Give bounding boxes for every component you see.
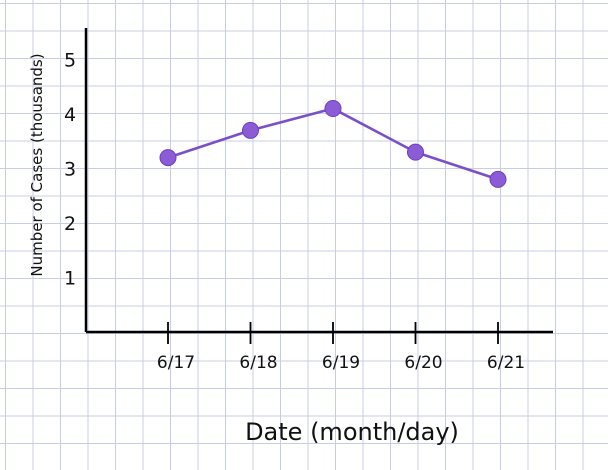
y-tick-label: 2 bbox=[64, 213, 76, 235]
series bbox=[159, 100, 507, 188]
data-point bbox=[407, 143, 424, 161]
data-point bbox=[159, 149, 177, 167]
x-axis-label: Date (month/day) bbox=[245, 418, 459, 446]
y-tick-label: 4 bbox=[64, 104, 76, 126]
y-tick-label: 1 bbox=[64, 268, 76, 290]
x-tick-label: 6/17 bbox=[157, 353, 195, 373]
x-tick-label: 6/21 bbox=[487, 353, 525, 373]
x-tick-label: 6/18 bbox=[239, 353, 277, 373]
y-tick-label: 3 bbox=[64, 159, 76, 181]
y-ticks: 1 2 3 4 5 bbox=[64, 50, 76, 290]
data-point bbox=[489, 170, 507, 188]
data-point bbox=[242, 121, 259, 139]
series-line bbox=[167, 107, 499, 181]
axes bbox=[84, 28, 553, 334]
data-point bbox=[324, 100, 342, 118]
x-ticks: 6/17 6/18 6/19 6/20 6/21 bbox=[157, 322, 525, 373]
x-tick-label: 6/20 bbox=[404, 353, 442, 373]
x-tick-label: 6/19 bbox=[322, 353, 360, 373]
y-axis-label: Number of Cases (thousands) bbox=[28, 53, 46, 276]
y-tick-label: 5 bbox=[64, 50, 76, 72]
